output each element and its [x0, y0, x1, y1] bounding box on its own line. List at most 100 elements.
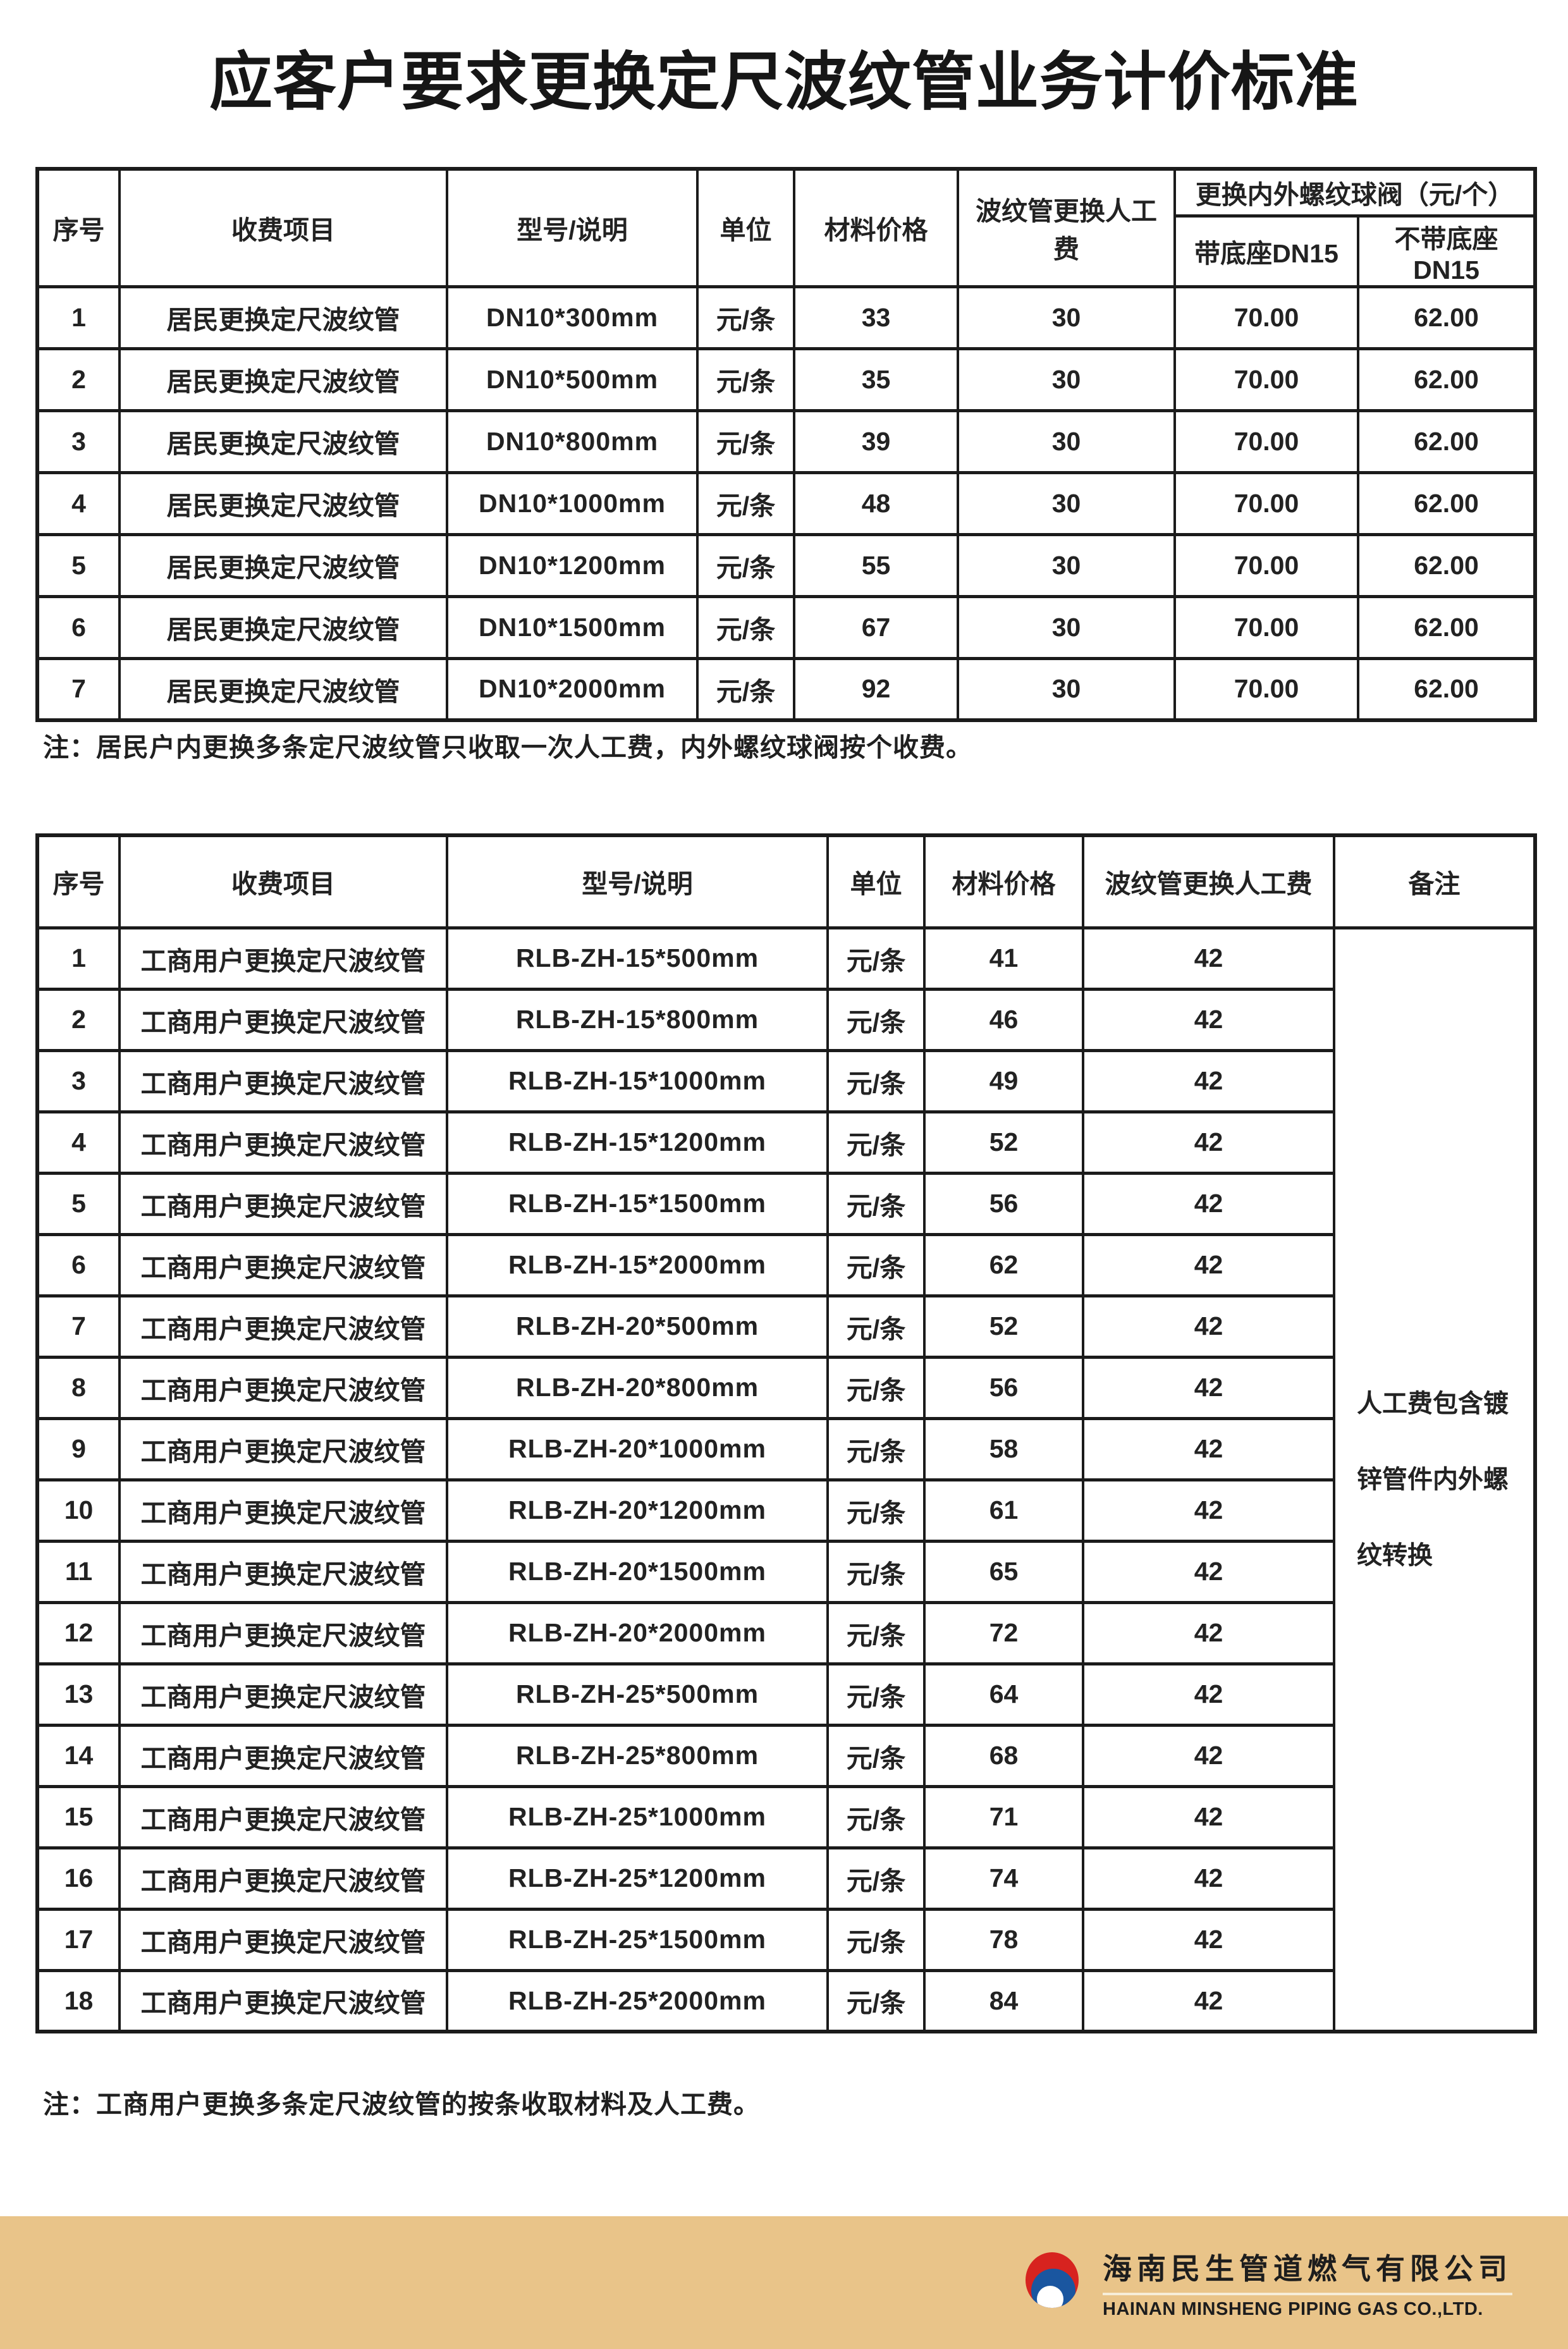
- cell-valve-without-base: 62.00: [1356, 656, 1537, 722]
- cell-material-price: 61: [923, 1478, 1084, 1543]
- cell-item: 居民更换定尺波纹管: [118, 285, 448, 350]
- minsheng-gas-logo-icon: [1026, 2252, 1079, 2308]
- header-remark: 备注: [1333, 833, 1536, 929]
- company-divider-rule: [1103, 2292, 1512, 2295]
- cell-item: 工商用户更换定尺波纹管: [118, 1171, 448, 1236]
- cell-item: 工商用户更换定尺波纹管: [118, 1478, 448, 1543]
- cell-item: 工商用户更换定尺波纹管: [118, 1968, 448, 2033]
- cell-item: 工商用户更换定尺波纹管: [118, 987, 448, 1052]
- cell-model: RLB-ZH-20*2000mm: [446, 1600, 829, 1665]
- cell-model: RLB-ZH-25*1500mm: [446, 1907, 829, 1972]
- cell-model: RLB-ZH-25*2000mm: [446, 1968, 829, 2033]
- cell-labor-fee: 42: [1082, 1784, 1335, 1849]
- cell-seq: 11: [36, 1539, 121, 1604]
- commercial-pricing-table: 序号 收费项目 型号/说明 单位 材料价格 波纹管更换人工费 备注 1 工商用户更…: [35, 833, 1537, 2033]
- table-row: 8 工商用户更换定尺波纹管 RLB-ZH-20*800mm 元/条 56 42: [36, 1355, 1535, 1420]
- cell-seq: 18: [36, 1968, 121, 2033]
- cell-item: 工商用户更换定尺波纹管: [118, 1232, 448, 1297]
- cell-unit: 元/条: [826, 1048, 926, 1113]
- cell-model: DN10*800mm: [446, 408, 699, 474]
- company-name-cn: 海南民生管道燃气有限公司: [1103, 2251, 1512, 2286]
- cell-labor-fee: 30: [957, 594, 1176, 660]
- header-model: 型号/说明: [446, 167, 699, 288]
- cell-unit: 元/条: [696, 656, 795, 722]
- cell-unit: 元/条: [826, 1110, 926, 1175]
- cell-item: 居民更换定尺波纹管: [118, 656, 448, 722]
- cell-material-price: 72: [923, 1600, 1084, 1665]
- cell-seq: 13: [36, 1662, 121, 1727]
- cell-valve-with-base: 70.00: [1173, 532, 1359, 598]
- cell-material-price: 71: [923, 1784, 1084, 1849]
- cell-material-price: 65: [923, 1539, 1084, 1604]
- cell-item: 工商用户更换定尺波纹管: [118, 1784, 448, 1849]
- header-unit: 单位: [696, 167, 795, 288]
- cell-seq: 3: [36, 1048, 121, 1113]
- cell-model: RLB-ZH-25*1000mm: [446, 1784, 829, 1849]
- header-seq: 序号: [36, 833, 121, 929]
- cell-material-price: 52: [923, 1294, 1084, 1359]
- cell-seq: 1: [36, 926, 121, 991]
- cell-item: 工商用户更换定尺波纹管: [118, 1294, 448, 1359]
- cell-unit: 元/条: [826, 1907, 926, 1972]
- table-row: 18 工商用户更换定尺波纹管 RLB-ZH-25*2000mm 元/条 84 42: [36, 1968, 1535, 2033]
- cell-material-price: 78: [923, 1907, 1084, 1972]
- cell-material-price: 64: [923, 1662, 1084, 1727]
- cell-labor-fee: 42: [1082, 1723, 1335, 1788]
- table-row: 17 工商用户更换定尺波纹管 RLB-ZH-25*1500mm 元/条 78 42: [36, 1907, 1535, 1972]
- header-valve-without-base: 不带底座DN15: [1356, 214, 1537, 288]
- table-row: 12 工商用户更换定尺波纹管 RLB-ZH-20*2000mm 元/条 72 42: [36, 1600, 1535, 1665]
- cell-unit: 元/条: [826, 1968, 926, 2033]
- footer-company-text: 海南民生管道燃气有限公司 HAINAN MINSHENG PIPING GAS …: [1103, 2246, 1512, 2320]
- cell-item: 工商用户更换定尺波纹管: [118, 1907, 448, 1972]
- cell-model: RLB-ZH-20*1000mm: [446, 1416, 829, 1481]
- cell-item: 工商用户更换定尺波纹管: [118, 1539, 448, 1604]
- cell-remark: 人工费包含镀 锌管件内外螺 纹转换: [1333, 926, 1536, 2033]
- cell-unit: 元/条: [826, 1294, 926, 1359]
- cell-unit: 元/条: [826, 1232, 926, 1297]
- header-seq: 序号: [36, 167, 121, 288]
- cell-unit: 元/条: [826, 1723, 926, 1788]
- cell-material-price: 56: [923, 1355, 1084, 1420]
- cell-labor-fee: 42: [1082, 1048, 1335, 1113]
- cell-valve-without-base: 62.00: [1356, 532, 1537, 598]
- cell-material-price: 84: [923, 1968, 1084, 2033]
- cell-valve-with-base: 70.00: [1173, 594, 1359, 660]
- cell-valve-with-base: 70.00: [1173, 285, 1359, 350]
- cell-seq: 12: [36, 1600, 121, 1665]
- cell-seq: 9: [36, 1416, 121, 1481]
- cell-model: DN10*1500mm: [446, 594, 699, 660]
- cell-model: DN10*1200mm: [446, 532, 699, 598]
- cell-material-price: 56: [923, 1171, 1084, 1236]
- table-row: 10 工商用户更换定尺波纹管 RLB-ZH-20*1200mm 元/条 61 42: [36, 1478, 1535, 1543]
- cell-unit: 元/条: [826, 1539, 926, 1604]
- cell-labor-fee: 30: [957, 285, 1176, 350]
- cell-labor-fee: 42: [1082, 1110, 1335, 1175]
- cell-item: 居民更换定尺波纹管: [118, 347, 448, 412]
- header-material-price: 材料价格: [793, 167, 959, 288]
- cell-seq: 2: [36, 987, 121, 1052]
- header-item: 收费项目: [118, 833, 448, 929]
- cell-model: RLB-ZH-20*1200mm: [446, 1478, 829, 1543]
- residential-pricing-table: 序号 收费项目 型号/说明 单位 材料价格 波纹管更换人工费 更换内外螺纹球阀（…: [35, 167, 1538, 722]
- header-material-price: 材料价格: [923, 833, 1084, 929]
- cell-labor-fee: 42: [1082, 1232, 1335, 1297]
- residential-table-note: 注：居民户内更换多条定尺波纹管只收取一次人工费，内外螺纹球阀按个收费。: [43, 733, 972, 762]
- cell-item: 居民更换定尺波纹管: [118, 532, 448, 598]
- cell-valve-with-base: 70.00: [1173, 347, 1359, 412]
- cell-seq: 7: [36, 1294, 121, 1359]
- cell-labor-fee: 30: [957, 470, 1176, 536]
- header-item: 收费项目: [118, 167, 448, 288]
- cell-item: 工商用户更换定尺波纹管: [118, 1110, 448, 1175]
- cell-seq: 8: [36, 1355, 121, 1420]
- cell-seq: 5: [36, 1171, 121, 1236]
- table-row: 11 工商用户更换定尺波纹管 RLB-ZH-20*1500mm 元/条 65 42: [36, 1539, 1535, 1604]
- cell-model: RLB-ZH-25*1200mm: [446, 1846, 829, 1911]
- cell-unit: 元/条: [826, 926, 926, 991]
- header-labor-fee: 波纹管更换人工费: [957, 167, 1176, 288]
- commercial-table-note: 注：工商用户更换多条定尺波纹管的按条收取材料及人工费。: [43, 2090, 760, 2119]
- cell-seq: 6: [36, 1232, 121, 1297]
- cell-unit: 元/条: [826, 1846, 926, 1911]
- cell-item: 居民更换定尺波纹管: [118, 594, 448, 660]
- company-name-en: HAINAN MINSHENG PIPING GAS CO.,LTD.: [1103, 2298, 1483, 2319]
- cell-material-price: 55: [793, 532, 959, 598]
